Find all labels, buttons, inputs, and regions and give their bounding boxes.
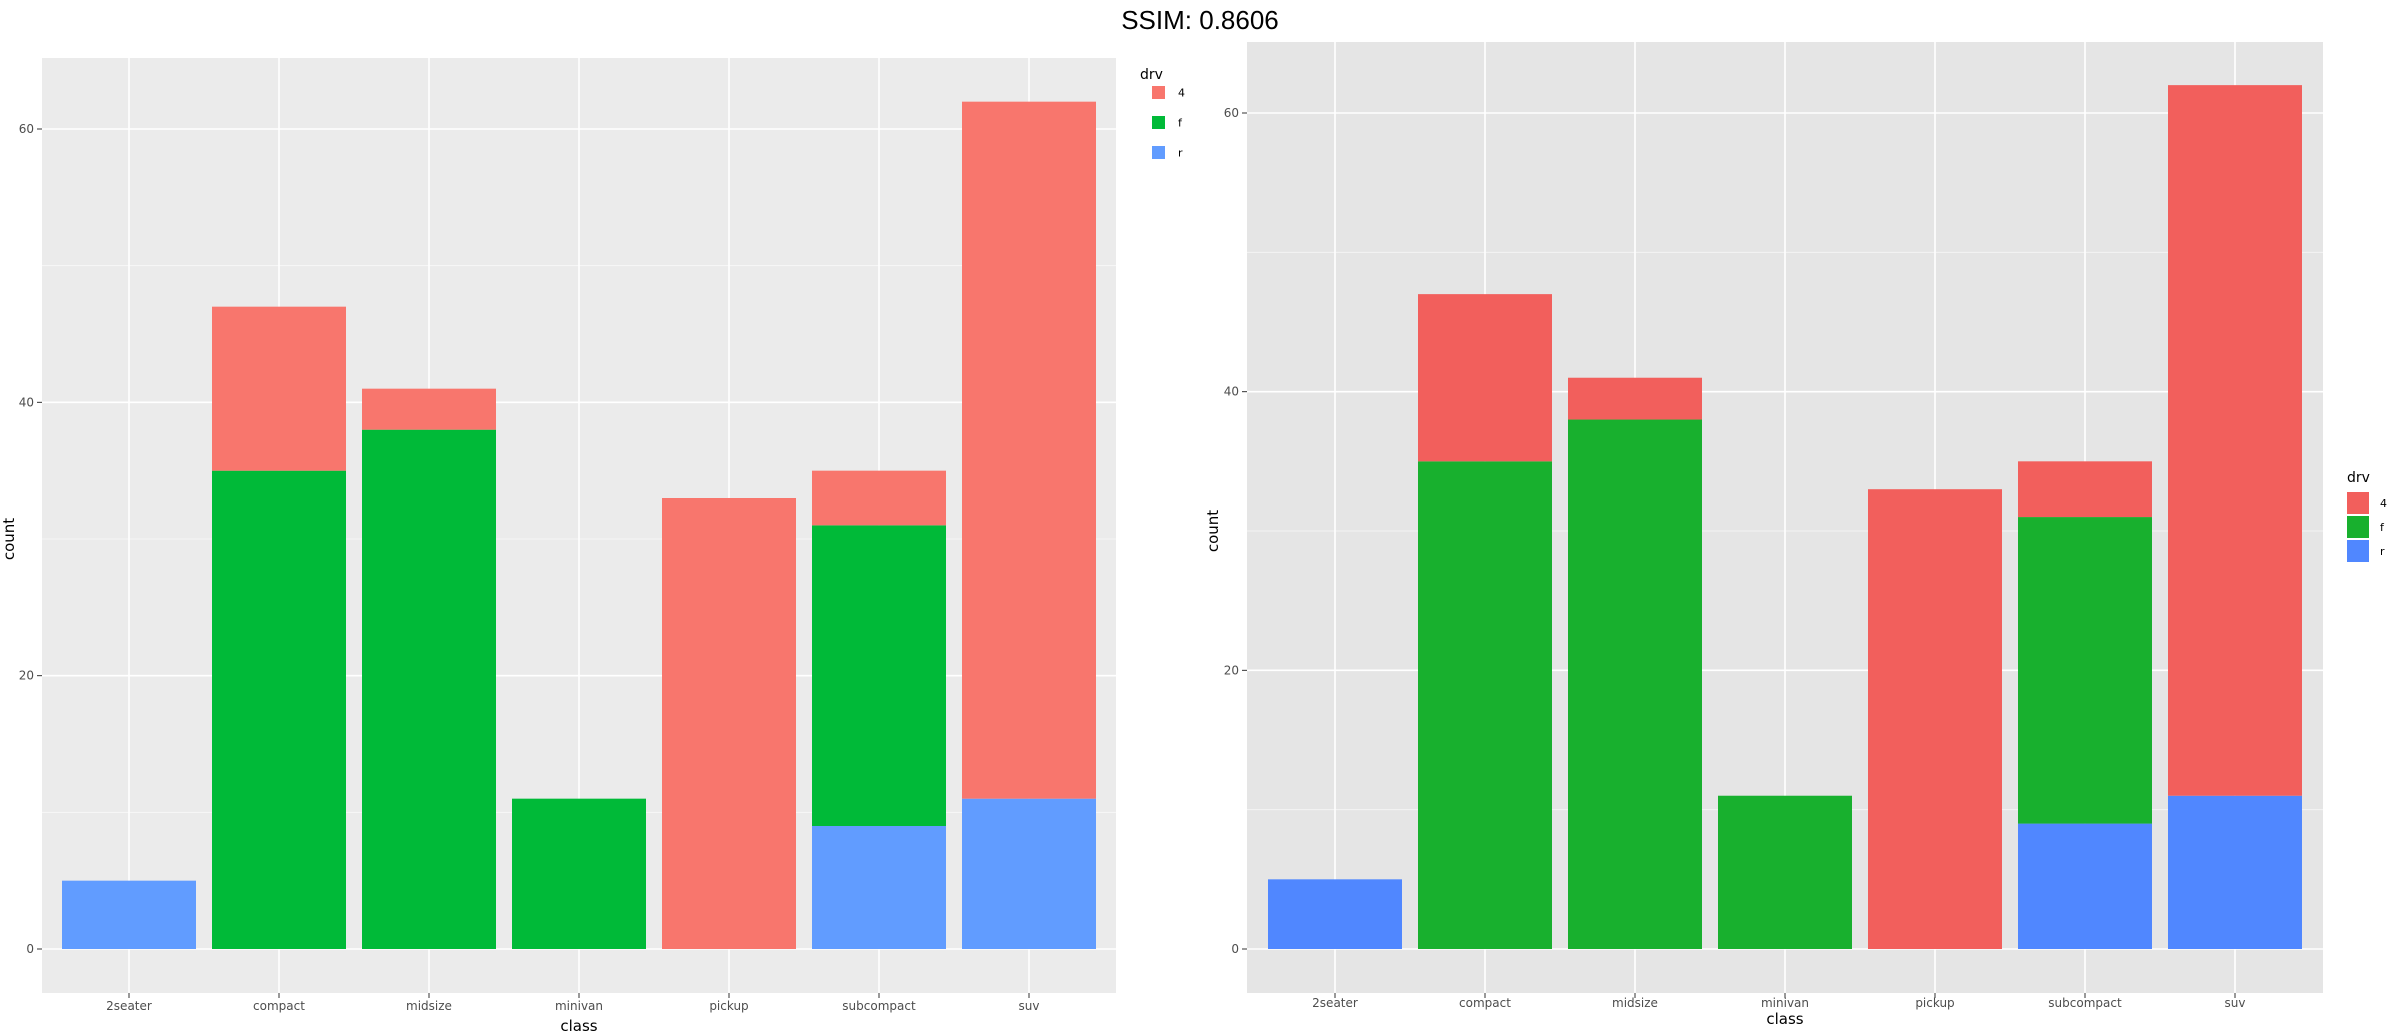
bar-subcompact-4 (2018, 461, 2152, 518)
legend-label-r: r (1178, 147, 1183, 160)
x-tick-label: subcompact (2048, 996, 2122, 1010)
figure-title: SSIM: 0.8606 (1121, 5, 1279, 35)
legend-label-4: 4 (2380, 497, 2387, 510)
legend-label-4: 4 (1178, 87, 1185, 100)
bar-subcompact-f (2018, 517, 2152, 824)
bar-subcompact-4 (812, 470, 946, 526)
x-tick-label: subcompact (842, 999, 916, 1013)
x-tick-label: midsize (1612, 996, 1658, 1010)
bar-pickup-4 (1868, 489, 2002, 949)
y-tick-label: 60 (1224, 106, 1239, 120)
bar-compact-4 (212, 306, 346, 471)
x-tick-label: 2seater (1312, 996, 1358, 1010)
bar-minivan-f (512, 798, 646, 949)
x-tick-label: pickup (709, 999, 748, 1013)
x-tick-label: suv (1019, 999, 1040, 1013)
legend-key-4 (2347, 492, 2369, 514)
bar-subcompact-r (2018, 823, 2152, 949)
y-tick-label: 60 (19, 122, 34, 136)
chart-left: 0 20 40 60 2seater compact midsize minivan picku… (0, 58, 1185, 1034)
bar-compact-f (1418, 461, 1552, 949)
x-tick-label: compact (1459, 996, 1511, 1010)
y-tick-label: 0 (1231, 942, 1239, 956)
bar-2seater-r (62, 880, 196, 949)
bar-midsize-4 (1568, 377, 1702, 420)
y-tick-label: 40 (1224, 385, 1239, 399)
legend-label-f: f (2380, 521, 2385, 534)
y-tick-label: 40 (19, 395, 34, 409)
bar-subcompact-f (812, 525, 946, 826)
bar-suv-4 (962, 101, 1096, 799)
bar-compact-f (212, 470, 346, 949)
legend-key-4 (1152, 86, 1165, 99)
x-axis-title: class (1766, 1010, 1803, 1028)
legend-title: drv (1140, 67, 1163, 83)
bar-suv-4 (2168, 85, 2302, 796)
x-tick-label: minivan (1761, 996, 1809, 1010)
bar-subcompact-r (812, 826, 946, 949)
bar-suv-r (2168, 795, 2302, 949)
x-tick-label: midsize (406, 999, 452, 1013)
y-axis-title: count (1204, 510, 1222, 552)
legend-key-f (2347, 516, 2369, 538)
y-axis-title: count (0, 518, 18, 560)
x-tick-label: pickup (1915, 996, 1954, 1010)
x-tick-label: compact (253, 999, 305, 1013)
legend-key-r (1152, 146, 1165, 159)
legend-title: drv (2347, 470, 2370, 486)
bar-2seater-r (1268, 879, 1402, 949)
bar-minivan-f (1718, 795, 1852, 949)
bar-suv-r (962, 798, 1096, 949)
legend-key-f (1152, 116, 1165, 129)
x-axis-title: class (560, 1017, 597, 1034)
y-tick-label: 20 (1224, 663, 1239, 677)
bar-midsize-f (362, 429, 496, 950)
bar-compact-4 (1418, 294, 1552, 462)
x-tick-label: minivan (555, 999, 603, 1013)
legend-key-r (2347, 540, 2369, 562)
y-tick-label: 0 (26, 942, 34, 956)
legend-label-f: f (1178, 117, 1183, 130)
x-tick-label: 2seater (106, 999, 152, 1013)
x-tick-label: suv (2225, 996, 2246, 1010)
bar-midsize-4 (362, 388, 496, 430)
chart-right: 0 20 40 60 2seater compact midsize minivan picku… (1204, 42, 2387, 1028)
legend-label-r: r (2380, 545, 2385, 558)
y-tick-label: 20 (19, 669, 34, 683)
bar-pickup-4 (662, 498, 796, 949)
bar-midsize-f (1568, 419, 1702, 949)
